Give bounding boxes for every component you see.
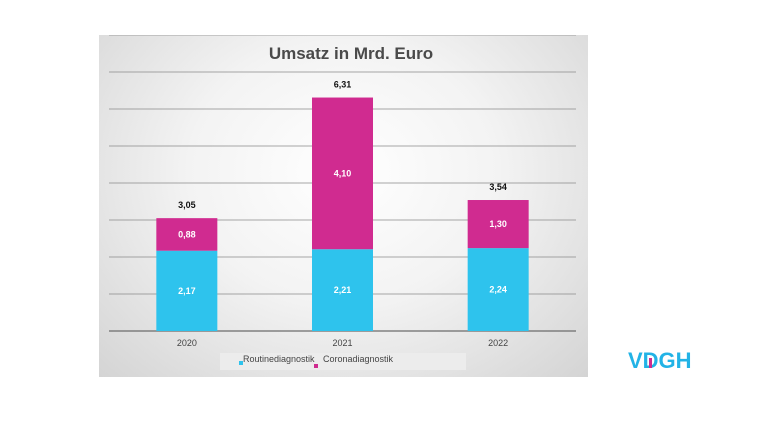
legend-label: Coronadiagnostik xyxy=(323,354,394,364)
x-tick-label: 2020 xyxy=(177,338,197,348)
x-tick-label: 2021 xyxy=(332,338,352,348)
segment-value-label: 2,21 xyxy=(334,285,352,295)
legend: Routinediagnostik Coronadiagnostik xyxy=(220,353,466,370)
logo-accent xyxy=(649,358,652,368)
stacked-bar-chart: Umsatz in Mrd. Euro 2,17 0,88 3,05 2,21 4,10… xyxy=(109,35,576,370)
chart-title: Umsatz in Mrd. Euro xyxy=(269,44,433,63)
legend-marker xyxy=(239,361,243,365)
x-tick-label: 2022 xyxy=(488,338,508,348)
legend-box xyxy=(220,353,466,370)
chart-panel: Umsatz in Mrd. Euro 2,17 0,88 3,05 2,21 4,10… xyxy=(99,35,588,377)
bars xyxy=(156,97,529,331)
vdgh-logo: VDGH xyxy=(628,348,692,373)
legend-label: Routinediagnostik xyxy=(243,354,315,364)
total-value-label: 6,31 xyxy=(334,80,352,90)
bar-segment xyxy=(312,97,373,250)
bar-segment xyxy=(156,218,218,251)
bar-segment xyxy=(312,249,373,331)
segment-value-label: 0,88 xyxy=(178,229,196,239)
logo-text: VDGH xyxy=(628,348,692,373)
data-labels: 2,17 0,88 3,05 2,21 4,10 6,31 2,24 1,30 3,54 xyxy=(178,80,507,296)
legend-marker xyxy=(314,364,318,368)
segment-value-label: 4,10 xyxy=(334,168,352,178)
total-value-label: 3,54 xyxy=(489,182,507,192)
bar-segment xyxy=(467,200,529,249)
bar-segment xyxy=(156,250,218,331)
x-axis-ticks: 2020 2021 2022 xyxy=(177,338,508,348)
total-value-label: 3,05 xyxy=(178,200,196,210)
segment-value-label: 2,24 xyxy=(489,285,507,295)
segment-value-label: 1,30 xyxy=(489,219,507,229)
bar-segment xyxy=(467,248,529,331)
segment-value-label: 2,17 xyxy=(178,286,196,296)
